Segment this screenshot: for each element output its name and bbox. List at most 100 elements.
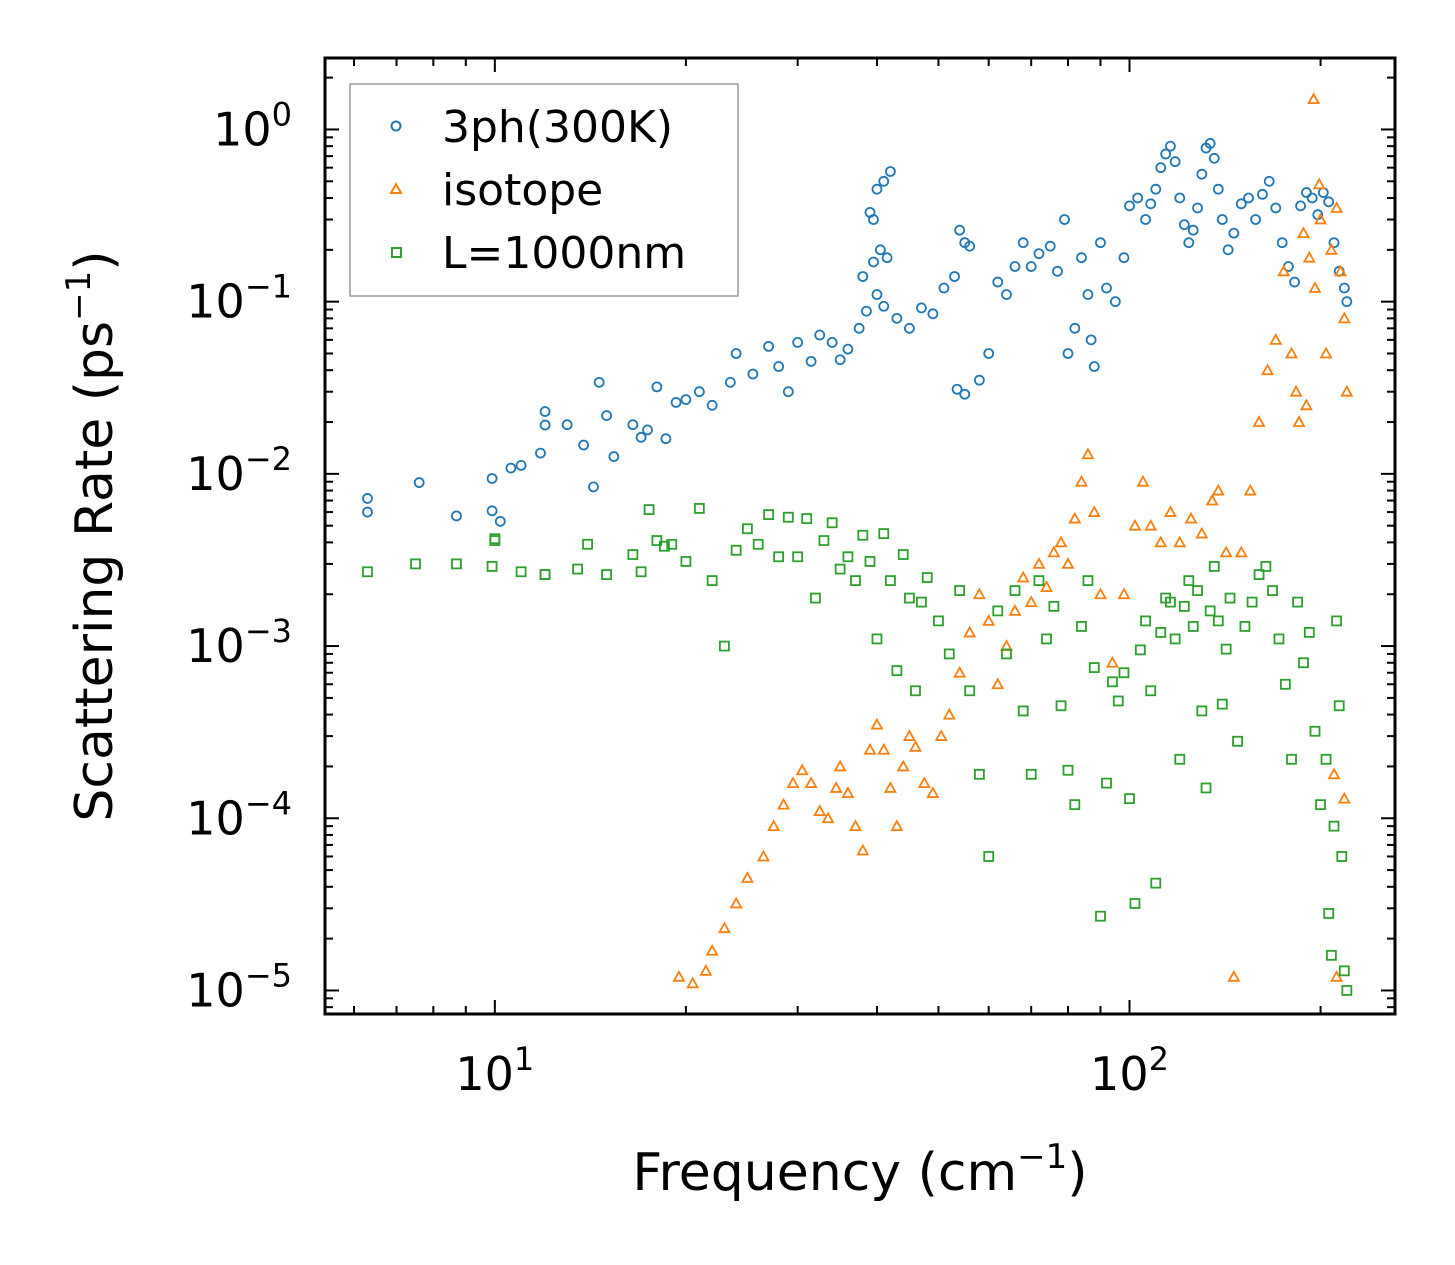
data-point	[693, 386, 705, 398]
data-point	[666, 538, 678, 550]
data-point	[719, 640, 730, 652]
data-point	[1267, 585, 1278, 596]
data-point	[1208, 561, 1220, 572]
data-point	[1216, 698, 1228, 710]
y-tick-label: 10−1	[186, 268, 292, 329]
data-point	[1327, 767, 1341, 780]
data-point	[1016, 570, 1030, 583]
data-point	[992, 276, 1004, 288]
data-point	[1212, 615, 1224, 627]
data-point	[747, 368, 759, 380]
data-point	[1309, 725, 1321, 737]
data-point	[451, 510, 462, 522]
plot-frame	[323, 56, 1397, 1016]
legend-marker-l1000nm	[391, 247, 402, 258]
data-point	[651, 381, 663, 393]
data-point	[1219, 545, 1233, 558]
data-point	[991, 677, 1005, 690]
data-point	[1033, 575, 1045, 586]
data-point	[1338, 965, 1350, 977]
data-point	[763, 340, 775, 352]
data-point	[1124, 200, 1135, 212]
data-point	[1095, 910, 1106, 922]
data-point	[983, 851, 995, 862]
data-point	[1340, 384, 1354, 397]
data-point	[1292, 415, 1306, 427]
data-point	[672, 969, 686, 982]
data-point	[826, 336, 838, 348]
data-point	[539, 569, 551, 581]
data-point	[954, 224, 966, 236]
data-point	[1337, 791, 1351, 804]
legend: 3ph(300K) isotope L=1000nm	[349, 83, 739, 297]
data-point	[848, 819, 862, 832]
data-point	[954, 585, 966, 596]
data-point	[1150, 877, 1162, 889]
data-point	[1008, 604, 1022, 616]
data-point	[1118, 252, 1130, 264]
data-point	[730, 348, 742, 359]
data-point	[850, 575, 861, 586]
data-point	[410, 558, 421, 570]
data-point	[486, 473, 498, 484]
data-point	[686, 976, 700, 989]
data-point	[706, 399, 718, 411]
data-point	[561, 419, 573, 431]
data-point	[949, 271, 960, 282]
data-point	[861, 305, 872, 317]
data-point	[1087, 505, 1101, 517]
data-point	[705, 943, 719, 956]
data-point	[841, 786, 855, 798]
data-point	[1074, 474, 1088, 487]
data-point	[1093, 587, 1107, 600]
data-point	[1331, 615, 1343, 627]
data-point	[842, 343, 854, 355]
data-point	[680, 394, 692, 405]
data-point	[1260, 561, 1272, 572]
data-point	[856, 843, 870, 856]
data-point	[1325, 949, 1337, 961]
data-point	[795, 763, 809, 776]
data-point	[515, 566, 527, 578]
data-point	[1154, 535, 1168, 548]
data-point	[1323, 196, 1335, 208]
data-point	[1107, 676, 1118, 688]
data-point	[1269, 333, 1283, 345]
data-point	[1250, 214, 1261, 225]
data-point	[601, 569, 613, 581]
data-point	[1273, 633, 1285, 645]
data-point	[964, 240, 976, 252]
data-point	[842, 551, 854, 563]
data-point	[870, 717, 884, 730]
data-point	[535, 447, 546, 459]
data-point	[1302, 250, 1316, 263]
data-point	[1204, 137, 1216, 149]
y-axis-label: Scattering Rate (ps−1)	[59, 250, 125, 821]
data-point	[1001, 289, 1012, 300]
data-point	[1295, 200, 1306, 212]
data-point	[1101, 777, 1112, 789]
data-point	[1307, 92, 1321, 105]
data-point	[1296, 226, 1311, 239]
data-point	[833, 759, 847, 772]
data-point	[1330, 969, 1344, 982]
data-point	[593, 376, 605, 388]
data-point	[643, 504, 655, 516]
data-point	[1081, 447, 1095, 460]
data-point	[1301, 187, 1312, 198]
y-tick-label: 100	[213, 95, 292, 156]
data-point	[1055, 700, 1067, 712]
data-point	[635, 566, 647, 578]
data-point	[821, 811, 835, 824]
data-point	[1187, 621, 1199, 632]
data-point	[868, 214, 879, 225]
data-point	[1069, 322, 1081, 334]
data-point	[834, 563, 846, 575]
legend-label-3ph: 3ph(300K)	[442, 102, 673, 153]
data-point	[792, 336, 804, 348]
data-point	[857, 271, 869, 282]
data-point	[1314, 212, 1328, 225]
data-point	[1140, 615, 1151, 627]
data-point	[1062, 348, 1074, 359]
data-point	[1312, 177, 1326, 190]
